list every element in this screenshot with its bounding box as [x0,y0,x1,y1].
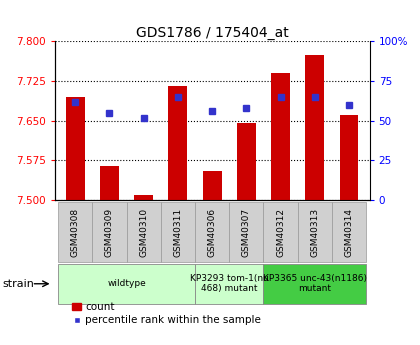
Text: wildtype: wildtype [107,279,146,288]
Text: strain: strain [2,279,34,289]
Text: GSM40314: GSM40314 [344,207,354,257]
Bar [237,124,256,200]
Text: GSM40310: GSM40310 [139,207,148,257]
Text: GSM40313: GSM40313 [310,207,319,257]
Title: GDS1786 / 175404_at: GDS1786 / 175404_at [136,26,289,40]
Text: KP3293 tom-1(nu
468) mutant: KP3293 tom-1(nu 468) mutant [190,274,269,294]
Bar [271,73,290,200]
Bar [134,195,153,200]
Bar [203,171,221,200]
Text: GSM40311: GSM40311 [173,207,182,257]
Bar [168,86,187,200]
Bar [340,116,359,200]
Legend: count, percentile rank within the sample: count, percentile rank within the sample [68,298,265,329]
Bar [305,55,324,200]
Text: GSM40306: GSM40306 [207,207,217,257]
Text: GSM40312: GSM40312 [276,207,285,257]
Text: KP3365 unc-43(n1186)
mutant: KP3365 unc-43(n1186) mutant [263,274,367,294]
Bar [66,97,84,200]
Text: GSM40308: GSM40308 [71,207,80,257]
Text: GSM40307: GSM40307 [242,207,251,257]
Bar [100,166,119,200]
Text: GSM40309: GSM40309 [105,207,114,257]
